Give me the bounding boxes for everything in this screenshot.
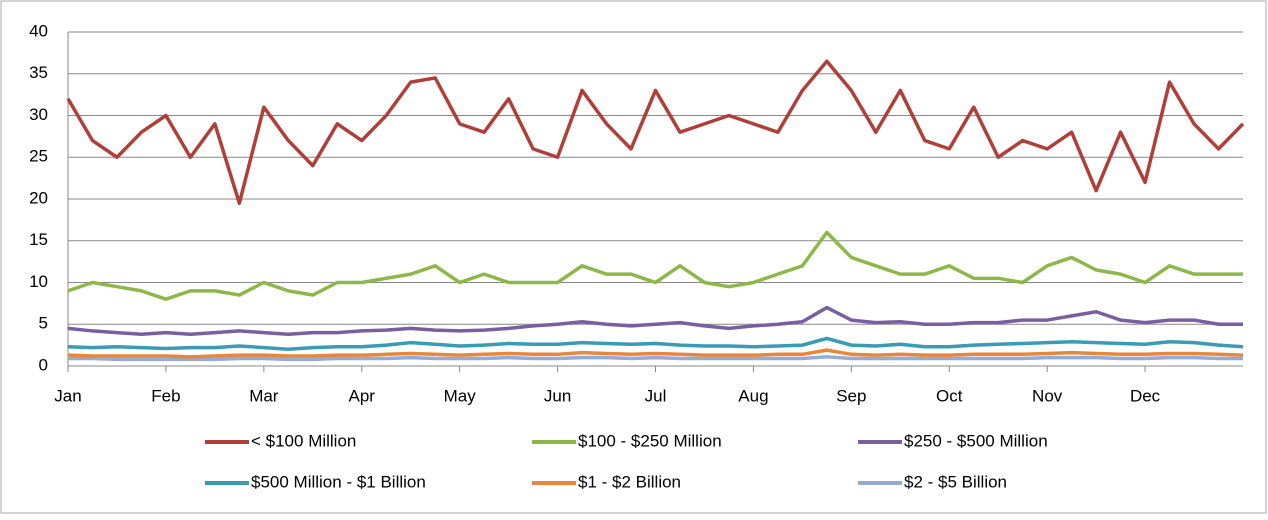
legend-label: < $100 Million	[251, 431, 356, 450]
y-tick-label: 25	[29, 147, 48, 166]
x-tick-label: Sep	[836, 386, 866, 405]
legend-label: $1 - $2 Billion	[578, 472, 681, 491]
series-line	[67, 305, 1243, 337]
legend-label: $250 - $500 Million	[904, 431, 1048, 450]
x-tick-label: Nov	[1032, 386, 1063, 405]
legend-label: $100 - $250 Million	[578, 431, 722, 450]
x-tick-label: Oct	[936, 386, 963, 405]
y-tick-label: 5	[39, 314, 48, 333]
x-tick-label: May	[444, 386, 477, 405]
series-line	[67, 348, 1244, 359]
y-tick-label: 0	[39, 355, 48, 374]
y-tick-label: 20	[29, 188, 48, 207]
legend-label: $2 - $5 Billion	[904, 472, 1007, 491]
series-line	[67, 230, 1243, 301]
series-line	[67, 336, 1244, 352]
x-tick-label: Feb	[151, 386, 180, 405]
x-tick-label: Dec	[1130, 386, 1161, 405]
y-tick-label: 30	[29, 105, 48, 124]
series-line	[66, 59, 1245, 205]
x-tick-label: Aug	[738, 386, 768, 405]
x-tick-label: Jul	[645, 386, 667, 405]
y-tick-label: 10	[29, 272, 48, 291]
x-tick-label: Jun	[544, 386, 571, 405]
x-tick-label: Apr	[349, 386, 376, 405]
legend-label: $500 Million - $1 Billion	[251, 472, 426, 491]
y-tick-label: 15	[29, 230, 48, 249]
series-line	[68, 355, 1243, 362]
x-tick-label: Jan	[54, 386, 81, 405]
x-tick-label: Mar	[249, 386, 279, 405]
y-tick-label: 35	[29, 63, 48, 82]
y-tick-label: 40	[29, 21, 48, 40]
